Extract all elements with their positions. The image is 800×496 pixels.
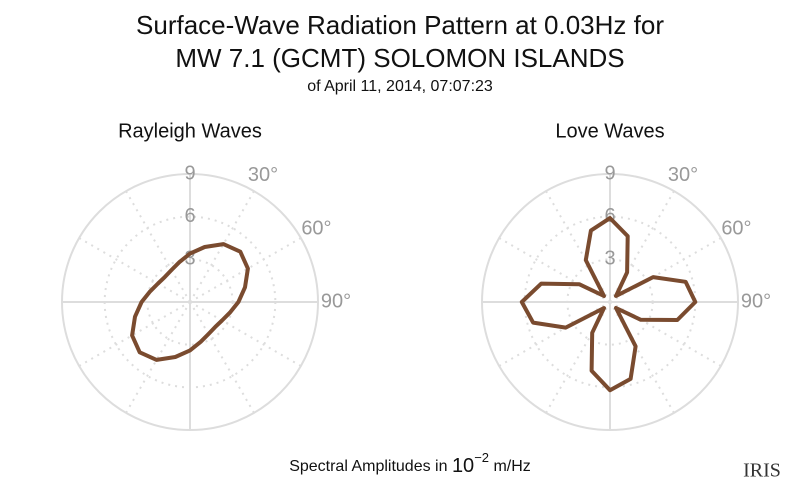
radial-tick-label: 9 [604,162,615,184]
caption: Spectral Amplitudes in 10−2 m/Hz [289,450,531,477]
subplot-title: Love Waves [555,120,664,142]
angle-tick-label: 90° [741,290,771,312]
angle-grid-line [125,301,191,414]
angle-tick-label: 60° [721,217,751,239]
angle-tick-label: 90° [321,290,351,312]
angle-grid-line [189,301,302,367]
angle-tick-label: 30° [248,164,278,186]
caption-base: 10 [452,455,474,477]
radial-grid-line [566,258,654,346]
radial-tick-label: 9 [184,162,195,184]
angle-grid-line [189,190,255,303]
caption-unit: m/Hz [489,458,531,475]
angle-tick-label: 60° [301,217,331,239]
radial-grid-line [146,258,234,346]
radial-tick-label: 3 [184,248,195,270]
angle-grid-line [125,190,191,303]
subplot-title: Rayleigh Waves [118,120,262,142]
chart-subtitle: of April 11, 2014, 07:07:23 [307,78,493,95]
radial-tick-label: 6 [604,205,615,227]
chart-title: MW 7.1 (GCMT) SOLOMON ISLANDS [175,43,624,73]
angle-grid-line [189,237,302,303]
caption-exponent: −2 [474,450,489,465]
angle-grid-line [78,301,191,367]
angle-tick-label: 30° [668,164,698,186]
pattern-line [519,216,698,393]
radial-tick-label: 6 [184,205,195,227]
angle-grid-line [189,301,255,414]
logo: IRIS [743,460,781,482]
radial-tick-label: 3 [604,248,615,270]
angle-grid-line [78,237,191,303]
radial-grid-line [103,215,277,389]
chart-title: Surface-Wave Radiation Pattern at 0.03Hz… [136,10,664,40]
caption-text: Spectral Amplitudes in [289,458,452,475]
radial-grid-line [481,173,739,431]
pattern-line [130,242,250,362]
radial-grid-line [61,173,319,431]
